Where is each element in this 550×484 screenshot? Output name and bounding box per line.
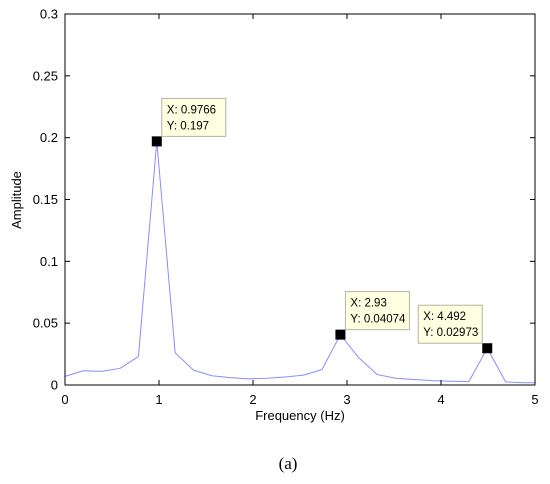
datatip-box [344,291,410,331]
ticks-layer: 0 1 2 3 4 5 0 0.05 0.1 0.15 0.2 0.25 0.3 [33,7,539,408]
y-tick-label: 0 [51,378,58,393]
series-line-0 [64,140,535,384]
y-tick-label: 0.05 [33,316,58,331]
datatip-marker [335,329,346,340]
datatips-layer: X: 0.9766 Y: 0.197 X: 2.93 Y: 0.04074 X: 4.4… [161,97,483,344]
datatip-x-value: X: 4.492 [423,311,466,323]
datatip-box [417,304,483,344]
x-tick-label: 0 [61,392,68,407]
x-tick-label: 2 [249,392,256,407]
datatip-marker [482,343,493,354]
datatip-x-value: X: 2.93 [350,298,386,310]
datatip: X: 2.93 Y: 0.04074 [344,291,410,331]
y-axis-title: Amplitude [9,171,24,229]
datatip: X: 0.9766 Y: 0.197 [161,97,227,137]
x-tick-label: 3 [343,392,350,407]
datatip-markers-layer [151,136,493,354]
datatip-x-value: X: 0.9766 [167,104,216,116]
y-tick-label: 0.1 [40,254,58,269]
datatip-y-value: Y: 0.197 [167,120,209,132]
x-tick-label: 4 [437,392,444,407]
x-axis-title: Frequency (Hz) [255,408,345,423]
plot-frame [64,13,536,386]
figure-caption: (a) [279,454,298,473]
y-tick-label: 0.2 [40,130,58,145]
series-layer [64,140,535,384]
y-tick-label: 0.15 [33,192,58,207]
datatip-y-value: Y: 0.02973 [423,327,478,339]
x-tick-label: 1 [155,392,162,407]
datatip: X: 4.492 Y: 0.02973 [417,304,483,344]
datatip-marker [151,136,162,147]
y-tick-label: 0.3 [40,7,58,22]
datatip-y-value: Y: 0.04074 [350,314,406,326]
datatip-box [161,97,227,137]
y-tick-label: 0.25 [33,68,58,83]
x-tick-label: 5 [531,392,538,407]
